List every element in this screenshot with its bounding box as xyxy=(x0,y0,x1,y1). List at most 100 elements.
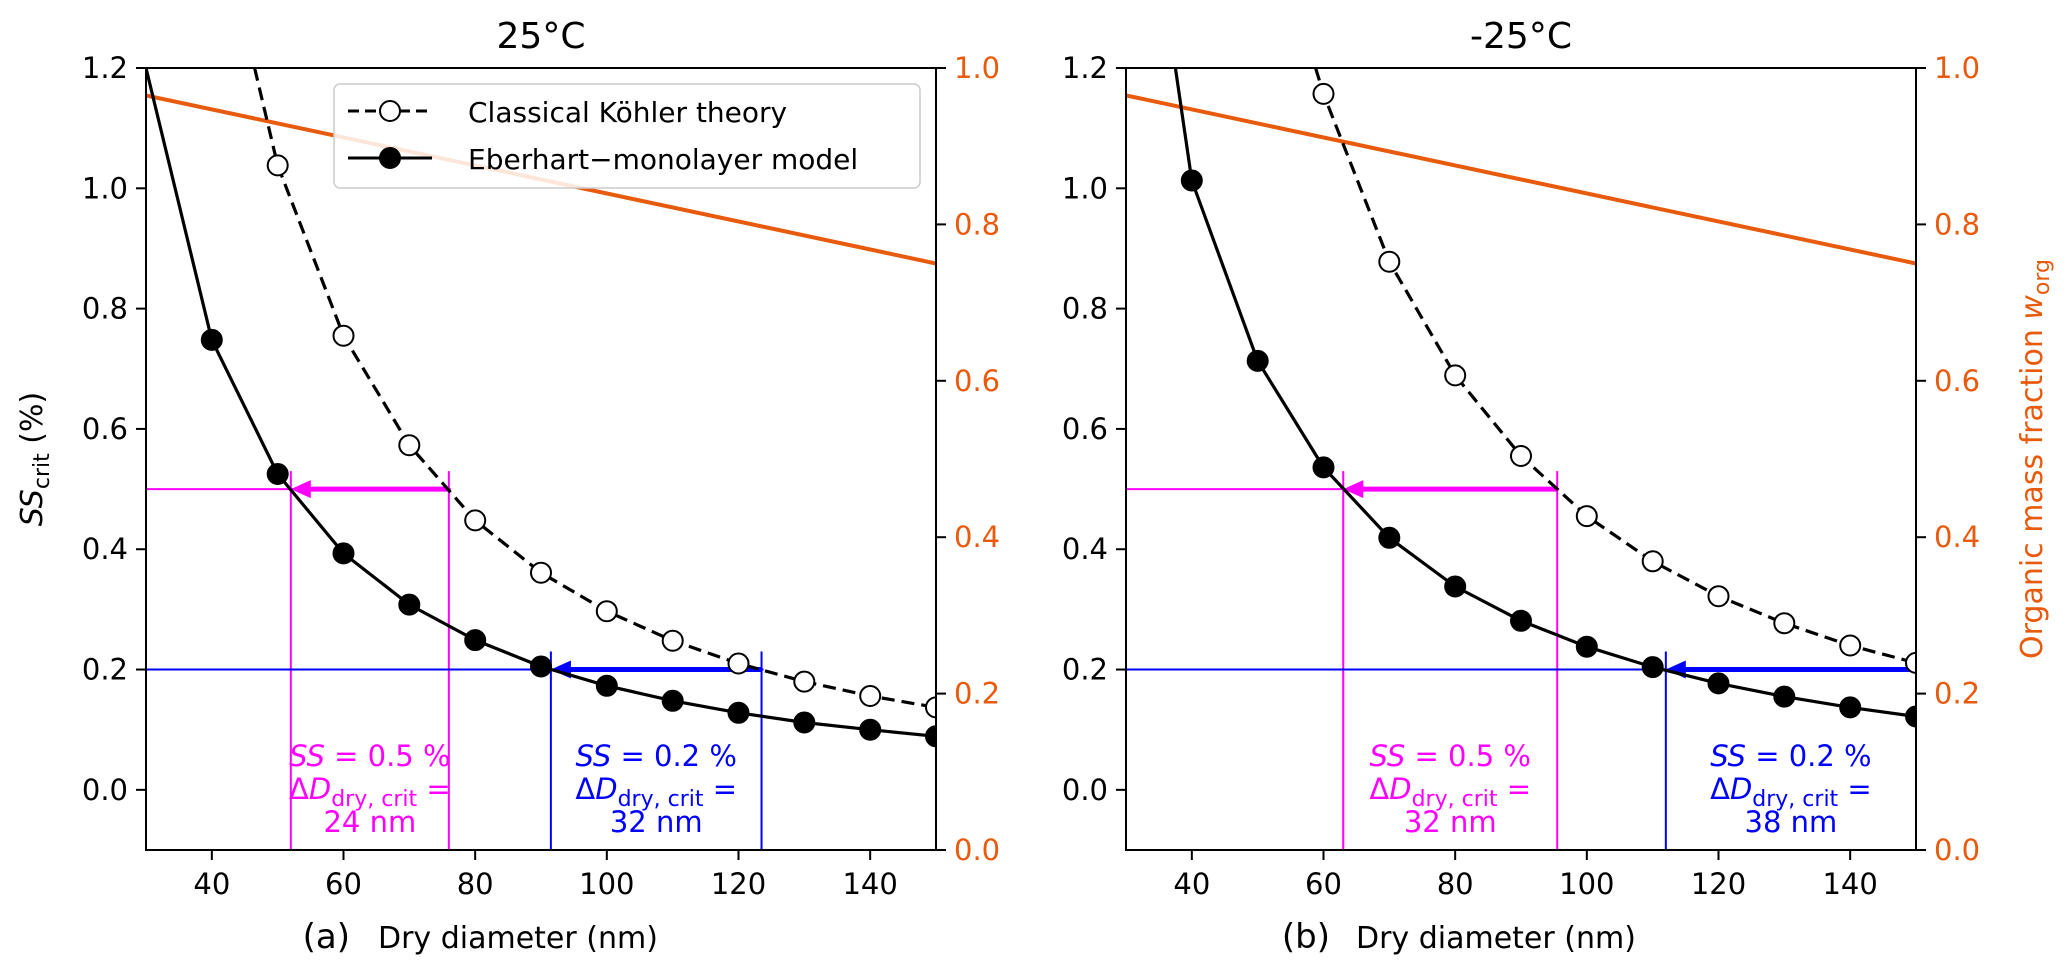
panel-b-y2label-italic: w xyxy=(2015,295,2050,320)
panel-b-axes: 40 60 80 100 120 140 0.0 0.2 0.4 0.6 0.8 1.0 1.2 0.0 0… xyxy=(1062,51,1980,901)
panel-b-y2label: Organic mass fraction worg xyxy=(2015,259,2055,659)
panel-b-ytick-label-1: 0.2 xyxy=(1062,653,1108,687)
panel-a-eberhart-point-10 xyxy=(793,711,816,734)
panel-b-eberhart-point-12 xyxy=(1905,705,1916,728)
panel-b-annotation-1-label-delta-d: D xyxy=(1730,772,1752,806)
panel-a-ytick-label-5: 1.0 xyxy=(82,171,128,205)
panel-b-annotation-0-label-ss-value: = 0.5 % xyxy=(1405,739,1531,773)
panel-b-koehler-point-9 xyxy=(1839,634,1862,657)
panel-b-eberhart-point-7 xyxy=(1575,635,1598,658)
panel-b-eberhart-point-5 xyxy=(1444,575,1467,598)
panel-a-eberhart-point-2 xyxy=(266,463,289,485)
panel-a-annotation-layer xyxy=(146,471,764,850)
panel-a-koehler-point-7 xyxy=(661,629,684,652)
panel-a-annotation-0-label-ss-value: = 0.5 % xyxy=(325,739,451,773)
panel-a-y2tick-label-3: 0.6 xyxy=(954,364,1000,398)
panel-b-annotation-0-label-delta-sub: dry, crit xyxy=(1412,787,1498,812)
panel-b-annotation-1-label-ss-symbol: SS xyxy=(1710,739,1746,773)
panel-a-koehler-line xyxy=(253,68,936,709)
panel-a-y2tick-label-1: 0.2 xyxy=(954,677,1000,711)
panel-b-xtick-label-4: 120 xyxy=(1691,867,1746,901)
panel-a-annotation-1-label-ss: SS = 0.2 % xyxy=(575,739,736,773)
panel-b-koehler-point-5 xyxy=(1575,505,1598,528)
panel-b-ytick-label-4: 0.8 xyxy=(1062,292,1108,326)
panel-a-annotation-1-label-delta-eq: = xyxy=(703,772,737,806)
panel-a-eberhart-point-7 xyxy=(595,674,618,697)
panel-a-eberhart-point-11 xyxy=(859,718,882,741)
panel-b-y2tick-label-4: 0.8 xyxy=(1934,207,1980,241)
panel-a-y2tick-label-5: 1.0 xyxy=(954,51,1000,85)
panel-b-koehler-point-10 xyxy=(1905,651,1916,674)
panel-a-ytick-label-1: 0.2 xyxy=(82,653,128,687)
panel-a-koehler-point-5 xyxy=(530,561,552,584)
panel-a-annotation-0-label-delta-d: D xyxy=(309,772,331,806)
panel-b-axes-frame xyxy=(1125,67,1917,851)
panel-b-annotation-1-label-delta-sub: dry, crit xyxy=(1752,787,1838,812)
panel-a-annotation-0-label-value: 24 nm xyxy=(323,805,416,839)
panel-a-y2tick-label-4: 0.8 xyxy=(954,207,1000,241)
panel-a-annotation-1-label-ss-symbol: SS xyxy=(575,739,611,773)
panel-b-annotation-0-arrow-head xyxy=(1343,480,1364,499)
panel-b-y2tick-label-5: 1.0 xyxy=(1934,51,1980,85)
panel-a-xlabel-group: (a) Dry diameter (nm) xyxy=(303,917,658,957)
panel-b-annotation-0-label-delta-symbol: Δ xyxy=(1369,772,1389,806)
panel-b-koehler-point-6 xyxy=(1641,550,1664,573)
panel-b-eberhart-point-2 xyxy=(1246,349,1269,372)
panel-a-axes: 40 60 80 100 120 140 0.0 0.2 0.4 0.6 0.8 1.0 1.2 0.0 0… xyxy=(82,51,1000,901)
panel-a-annotation-1-label-ss-value: = 0.2 % xyxy=(611,739,737,773)
panel-a-koehler-point-11 xyxy=(925,696,936,719)
panel-a-koehler-point-10 xyxy=(859,685,882,707)
panel-b-eberhart-point-3 xyxy=(1312,456,1335,479)
panel-b-annotation-1-label-delta-symbol: Δ xyxy=(1710,772,1730,806)
panel-b-y2tick-label-0: 0.0 xyxy=(1934,833,1980,867)
panel-b-ytick-label-2: 0.4 xyxy=(1062,532,1108,566)
legend-koehler-marker xyxy=(379,100,401,122)
legend-eberhart-label: Eberhart−monolayer model xyxy=(468,143,858,176)
panel-b-koehler-point-4 xyxy=(1510,445,1532,467)
panel-b-plot-area xyxy=(1126,68,1916,850)
panel-a-ytick-label-3: 0.6 xyxy=(82,412,128,446)
panel-a-ylabel-sub: crit xyxy=(30,453,55,489)
panel-b-eberhart-point-9 xyxy=(1707,672,1730,695)
panel-b-eberhart-point-11 xyxy=(1839,696,1862,719)
panel-b-annotation-1-label-value: 38 nm xyxy=(1745,805,1838,839)
panel-b-y2label-main: Organic mass fraction xyxy=(2015,320,2050,659)
panel-a-annotation-1-label-delta-symbol: Δ xyxy=(575,772,595,806)
panel-a-koehler-point-3 xyxy=(398,434,421,457)
panel-b-koehler-point-8 xyxy=(1773,612,1796,635)
panel-b-koehler-line xyxy=(1314,68,1916,665)
panel-b-title: -25°C xyxy=(1470,16,1572,57)
panel-b-orange-layer xyxy=(1126,93,1916,266)
panel-b-y2tick-label-3: 0.6 xyxy=(1934,364,1980,398)
panel-a-y2tick-label-0: 0.0 xyxy=(954,833,1000,867)
panel-b-xlabel: Dry diameter (nm) xyxy=(1356,921,1636,956)
panel-a-eberhart-point-5 xyxy=(464,629,487,652)
panel-a-xtick-label-5: 140 xyxy=(842,867,897,901)
panel-a-koehler-point-6 xyxy=(595,600,618,623)
panel-a-annotation-0-label-ss-symbol: SS xyxy=(289,739,325,773)
panel-b-eberhart-point-10 xyxy=(1773,685,1796,708)
panel-a-ylabel-main: SS xyxy=(15,489,50,526)
panel-a-title: 25°C xyxy=(497,16,586,57)
panel-b-annotation-1-label-ss-value: = 0.2 % xyxy=(1746,739,1872,773)
legend-frame xyxy=(333,83,921,189)
panel-b-eberhart-line xyxy=(1173,68,1916,719)
panel-a-annotation-0-label-delta-sub: dry, crit xyxy=(331,787,417,812)
panel-a-annotation-1-label-value: 32 nm xyxy=(610,805,703,839)
panel-a-xtick-label-0: 40 xyxy=(193,867,230,901)
panel-b-xtick-label-1: 60 xyxy=(1305,867,1342,901)
panel-a-ytick-label-2: 0.4 xyxy=(82,532,128,566)
panel-a-eberhart-point-6 xyxy=(530,655,552,678)
panel-a-annotation-0-label-delta: ΔDdry, crit = xyxy=(289,772,451,812)
panel-a-y2tick-label-2: 0.4 xyxy=(954,520,1000,554)
panel-a-annotation-1-label-delta-d: D xyxy=(595,772,617,806)
panel-a-annotation-0-label-ss: SS = 0.5 % xyxy=(289,739,450,773)
panel-a-koehler-point-8 xyxy=(727,652,750,675)
panel-a-annotation-1-label-delta: ΔDdry, crit = xyxy=(575,772,737,812)
panel-a-eberhart-point-9 xyxy=(727,701,750,724)
panel-b-xlabel-group: (b) Dry diameter (nm) xyxy=(1282,917,1636,957)
panel-a-xlabel: Dry diameter (nm) xyxy=(378,921,658,956)
